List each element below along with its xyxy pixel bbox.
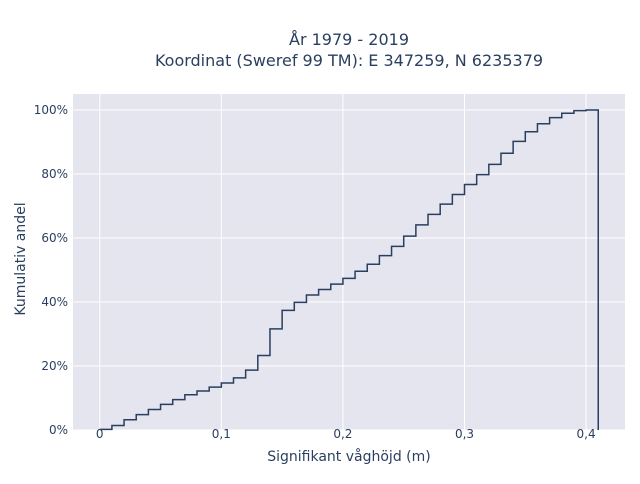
y-tick-label: 40% [41, 295, 68, 309]
x-tick-label: 0 [96, 427, 104, 441]
y-tick-label: 20% [41, 359, 68, 373]
x-tick-label: 0,4 [577, 427, 596, 441]
x-tick-label: 0,2 [333, 427, 352, 441]
x-axis-ticks: 0 0,1 0,2 0,3 0,4 [96, 427, 596, 441]
y-tick-label: 0% [49, 423, 68, 437]
y-tick-label: 60% [41, 231, 68, 245]
y-axis-label: Kumulativ andel [13, 202, 29, 315]
plot-area [73, 94, 625, 430]
x-tick-label: 0,1 [212, 427, 231, 441]
cdf-step-line [99, 109, 600, 431]
chart-title-line2: Koordinat (Sweref 99 TM): E 347259, N 62… [155, 51, 543, 70]
x-axis-label: Signifikant våghöjd (m) [267, 448, 430, 465]
chart-title-line1: År 1979 - 2019 [289, 30, 409, 49]
grid [73, 94, 625, 431]
y-tick-label: 80% [41, 167, 68, 181]
y-tick-label: 100% [34, 103, 68, 117]
y-axis-ticks: 0% 20% 40% 60% 80% 100% [34, 103, 68, 437]
x-tick-label: 0,3 [455, 427, 474, 441]
